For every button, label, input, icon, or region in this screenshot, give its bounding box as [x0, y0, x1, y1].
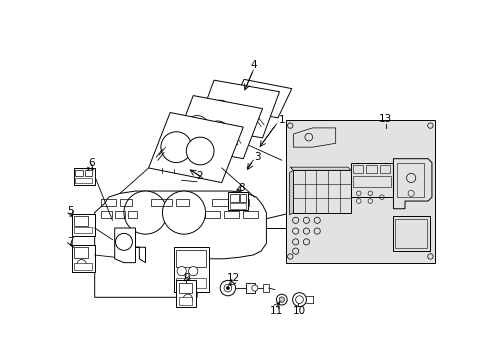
Circle shape	[292, 293, 306, 306]
Bar	[227, 192, 247, 210]
Bar	[74, 216, 87, 226]
Bar	[75, 170, 83, 176]
Text: 2: 2	[196, 171, 203, 181]
Text: 8: 8	[238, 183, 244, 193]
Text: 6: 6	[88, 158, 95, 167]
Text: 1: 1	[279, 115, 285, 125]
Bar	[174, 247, 208, 292]
Bar	[224, 211, 239, 218]
Bar	[74, 227, 92, 233]
Text: 9: 9	[183, 273, 190, 283]
Bar	[178, 297, 192, 305]
Text: 5: 5	[66, 206, 73, 216]
Circle shape	[220, 280, 235, 296]
Bar	[379, 165, 389, 172]
Bar	[396, 163, 424, 197]
Bar	[75, 178, 92, 183]
Bar	[234, 199, 249, 206]
Circle shape	[186, 137, 214, 165]
Bar	[176, 278, 205, 288]
Circle shape	[162, 191, 205, 234]
Bar	[74, 247, 87, 258]
Polygon shape	[197, 80, 279, 138]
Text: 11: 11	[269, 306, 283, 316]
Bar	[366, 165, 376, 172]
Text: 10: 10	[292, 306, 305, 316]
Circle shape	[115, 233, 132, 250]
Bar	[178, 283, 192, 293]
Bar	[74, 168, 95, 185]
Circle shape	[251, 285, 257, 291]
Bar	[352, 176, 390, 187]
Circle shape	[226, 287, 229, 289]
Text: 3: 3	[253, 152, 260, 162]
Bar	[175, 199, 189, 206]
Bar	[120, 199, 132, 206]
Polygon shape	[148, 112, 243, 183]
Text: 4: 4	[249, 60, 256, 70]
Text: 7: 7	[66, 237, 73, 247]
Bar	[262, 284, 268, 292]
Polygon shape	[95, 191, 266, 297]
Circle shape	[123, 191, 167, 234]
Bar	[151, 199, 172, 206]
Circle shape	[188, 266, 198, 276]
Polygon shape	[174, 95, 262, 159]
Circle shape	[161, 132, 191, 163]
Circle shape	[77, 260, 86, 269]
Bar	[115, 211, 125, 218]
Polygon shape	[289, 170, 293, 215]
Circle shape	[224, 284, 231, 292]
Bar	[176, 249, 205, 266]
Circle shape	[177, 266, 186, 276]
Bar	[240, 194, 246, 202]
Text: 13: 13	[378, 114, 391, 123]
Bar	[353, 165, 363, 172]
Bar	[176, 280, 196, 307]
Polygon shape	[115, 228, 145, 263]
Bar	[212, 199, 231, 206]
Circle shape	[295, 296, 303, 303]
Bar	[74, 263, 92, 270]
Bar	[127, 211, 137, 218]
Bar	[230, 194, 238, 202]
Bar	[71, 214, 95, 236]
Bar	[350, 163, 393, 197]
Bar	[101, 211, 111, 218]
Bar	[230, 203, 245, 209]
Bar	[71, 245, 95, 272]
Circle shape	[279, 297, 284, 302]
Bar	[394, 219, 427, 248]
Bar	[293, 170, 350, 213]
Polygon shape	[290, 167, 350, 170]
Circle shape	[183, 294, 192, 303]
Bar	[101, 199, 116, 206]
Polygon shape	[230, 80, 291, 118]
Bar	[245, 283, 254, 293]
Bar	[285, 120, 434, 263]
Text: 12: 12	[226, 273, 240, 283]
Bar	[84, 170, 92, 176]
Circle shape	[276, 294, 286, 305]
Bar	[242, 211, 257, 218]
Bar	[204, 211, 220, 218]
